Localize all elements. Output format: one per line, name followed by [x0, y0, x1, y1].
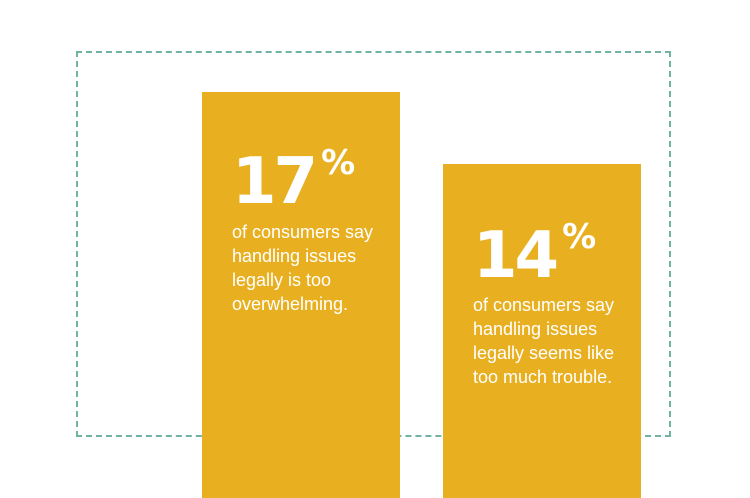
- caption-line: legally seems like: [473, 343, 615, 363]
- caption-too-much-trouble: of consumers say handling issues legally…: [473, 293, 633, 389]
- stat-label-too-much-trouble: 14 %: [473, 219, 596, 293]
- caption-line: too much trouble.: [473, 367, 613, 387]
- caption-line: handling issues: [232, 246, 357, 266]
- stat-number-overwhelming: 17: [232, 145, 318, 219]
- bar-too-much-trouble: 14 % of consumers say handling issues le…: [443, 164, 641, 498]
- stat-label-overwhelming: 17 %: [232, 145, 355, 219]
- stat-percent-overwhelming: %: [321, 143, 356, 183]
- stat-percent-too-much-trouble: %: [562, 217, 597, 257]
- stat-number-too-much-trouble: 14: [473, 219, 559, 293]
- caption-line: of consumers say: [232, 222, 374, 242]
- bar-overwhelming: 17 % of consumers say handling issues le…: [202, 92, 400, 498]
- caption-line: legally is too: [232, 270, 332, 290]
- caption-overwhelming: of consumers say handling issues legally…: [232, 220, 392, 316]
- caption-line: overwhelming.: [232, 294, 349, 314]
- caption-line: handling issues: [473, 319, 598, 339]
- caption-line: of consumers say: [473, 295, 615, 315]
